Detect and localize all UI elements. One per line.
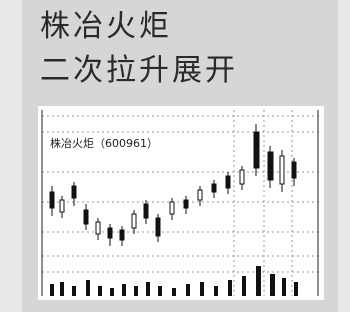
headline-line: 株冶火炬 (40, 10, 172, 44)
headline-line: 二次拉升展开 (40, 54, 238, 88)
chart-image: 株冶火炬（600961） (38, 106, 324, 300)
page: 株冶火炬 二次拉升展开 株冶火炬（600961） (0, 0, 350, 312)
chart-figure: 株冶火炬（600961） (38, 106, 324, 300)
chart-caption: 株冶火炬（600961） (50, 136, 158, 150)
background: 株冶火炬 二次拉升展开 株冶火炬（600961） (0, 0, 350, 312)
volume-bars (50, 266, 298, 296)
